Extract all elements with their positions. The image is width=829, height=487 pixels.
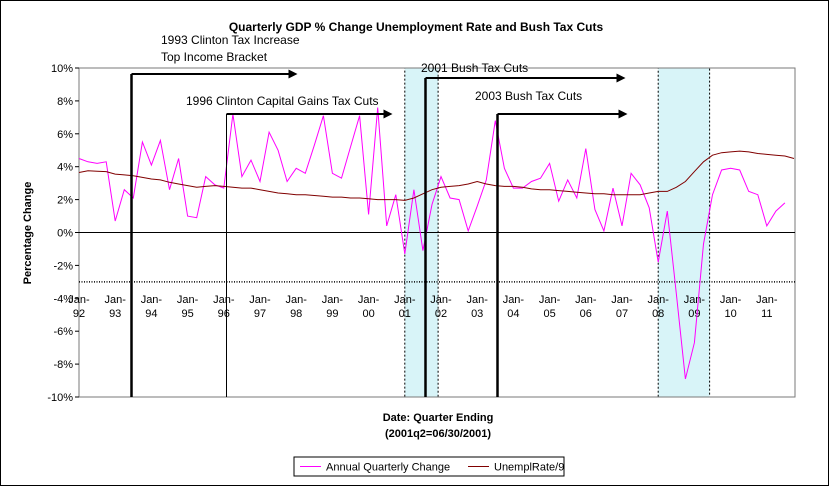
x-tick-label-top-9: Jan- (394, 294, 416, 306)
x-tick-label-bottom-3: 95 (181, 308, 193, 320)
x-tick-label-bottom-10: 02 (435, 308, 447, 320)
legend-box (293, 456, 565, 477)
x-tick-label-bottom-13: 05 (543, 308, 555, 320)
x-tick-label-top-3: Jan- (177, 294, 199, 306)
x-tick-label-top-13: Jan- (539, 294, 561, 306)
x-tick-label-bottom-0: 92 (73, 308, 85, 320)
x-tick-label-top-4: Jan- (213, 294, 235, 306)
annotation-label-2-0: 2001 Bush Tax Cuts (421, 61, 528, 75)
y-tick-label-4: 2% (57, 195, 73, 207)
y-tick-label-8: -6% (53, 326, 73, 338)
zero-line (79, 232, 795, 283)
x-tick-label-top-19: Jan- (756, 294, 778, 306)
x-tick-label-top-10: Jan- (430, 294, 452, 306)
x-tick-label-top-18: Jan- (720, 294, 742, 306)
y-tick-label-3: 4% (57, 162, 73, 174)
x-tick-label-bottom-14: 06 (580, 308, 592, 320)
x-tick-label-top-12: Jan- (503, 294, 525, 306)
x-tick-label-top-17: Jan- (684, 294, 706, 306)
chart-title: Quarterly GDP % Change Unemployment Rate… (229, 20, 604, 34)
x-tick-label-bottom-12: 04 (507, 308, 519, 320)
x-tick-label-bottom-8: 00 (362, 308, 374, 320)
legend-label-gdp: Annual Quarterly Change (326, 462, 450, 474)
annotation-label-3-0: 2003 Bush Tax Cuts (475, 89, 582, 103)
legend: Annual Quarterly Change UnemplRate/9 (293, 456, 565, 477)
x-tick-label-top-14: Jan- (575, 294, 597, 306)
x-tick-label-top-5: Jan- (249, 294, 271, 306)
x-tick-label-bottom-1: 93 (109, 308, 121, 320)
series-lines (78, 107, 795, 380)
x-axis-note: (2001q2=06/30/2001) (385, 428, 491, 440)
x-tick-label-bottom-6: 98 (290, 308, 302, 320)
x-tick-label-bottom-19: 11 (761, 308, 772, 320)
x-tick-label-bottom-17: 09 (688, 308, 700, 320)
x-tick-label-bottom-18: 10 (724, 308, 736, 320)
annotations: 1993 Clinton Tax Increase Top Income Brac… (130, 33, 628, 397)
y-tick-label-5: 0% (57, 228, 73, 240)
x-tick-label-top-11: Jan- (466, 294, 488, 306)
legend-label-unemployment: UnemplRate/9 (494, 462, 564, 474)
x-tick-label-top-16: Jan- (647, 294, 669, 306)
y-axis-title: Percentage Change (22, 182, 34, 285)
x-tick-label-top-1: Jan- (104, 294, 126, 306)
annotation-label-0-1: Top Income Bracket (161, 50, 268, 64)
x-tick-label-top-0: Jan- (68, 294, 90, 306)
x-tick-label-bottom-11: 03 (471, 308, 483, 320)
x-tick-label-bottom-15: 07 (616, 308, 628, 320)
y-tick-label-2: 6% (57, 129, 73, 141)
x-tick-label-bottom-7: 99 (326, 308, 338, 320)
y-tick-label-9: -8% (53, 359, 73, 371)
annotation-arrowhead-0 (288, 69, 298, 79)
annotation-arrowhead-3 (618, 109, 628, 119)
x-tick-label-bottom-2: 94 (145, 308, 157, 320)
y-tick-label-10: -10% (47, 392, 73, 404)
x-axis-title: Date: Quarter Ending (383, 412, 494, 424)
x-tick-label-bottom-4: 96 (218, 308, 230, 320)
series-line-1 (78, 150, 795, 201)
x-tick-label-top-7: Jan- (322, 294, 344, 306)
x-tick-label-bottom-16: 08 (652, 308, 664, 320)
y-tick-label-7: -4% (53, 293, 73, 305)
y-tick-label-0: 10% (51, 63, 73, 75)
y-tick-label-6: -2% (53, 260, 73, 272)
annotation-arrowhead-1 (383, 109, 393, 119)
annotation-arrowhead-2 (616, 73, 626, 83)
y-tick-label-1: 8% (57, 96, 73, 108)
x-tick-label-top-6: Jan- (285, 294, 307, 306)
x-tick-label-top-15: Jan- (611, 294, 633, 306)
y-axis: 10% 8% 6% 4% 2% 0% -2% -4% -6% -8% -10% (47, 63, 79, 404)
annotation-label-1-0: 1996 Clinton Capital Gains Tax Cuts (186, 94, 379, 108)
annotation-label-0-0: 1993 Clinton Tax Increase (161, 33, 300, 47)
x-tick-label-bottom-5: 97 (254, 308, 266, 320)
series-line-0 (78, 107, 786, 380)
x-tick-label-top-2: Jan- (141, 294, 163, 306)
x-tick-label-top-8: Jan- (358, 294, 380, 306)
x-tick-label-bottom-9: 01 (399, 308, 411, 320)
